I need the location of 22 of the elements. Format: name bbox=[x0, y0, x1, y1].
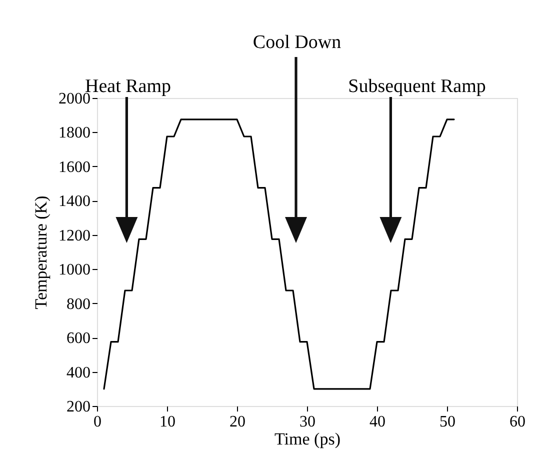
y-tick-label: 1600 bbox=[58, 158, 90, 176]
x-tick-label: 60 bbox=[510, 414, 526, 430]
text: Subsequent Ramp bbox=[348, 76, 486, 97]
y-tick-label: 1400 bbox=[58, 193, 90, 210]
text: Cool Down bbox=[252, 32, 342, 53]
x-tick-label: 0 bbox=[94, 414, 102, 430]
x-tick-label: 20 bbox=[230, 414, 246, 430]
y-tick-label: 800 bbox=[66, 296, 90, 313]
x-axis-title: Time (ps) bbox=[274, 430, 340, 448]
y-tick-label: 1200 bbox=[58, 227, 90, 244]
y-tick-label: 2000 bbox=[58, 90, 90, 108]
y-tick-label: 1000 bbox=[58, 262, 90, 279]
y-tick-label: 600 bbox=[66, 330, 90, 348]
line-series bbox=[103, 118, 455, 390]
x-tick-label: 40 bbox=[370, 414, 386, 430]
y-axis-title: Temperature (K) bbox=[32, 196, 50, 310]
x-tick-label: 10 bbox=[160, 414, 176, 430]
y-tick-label: 200 bbox=[66, 398, 90, 416]
x-tick-label: 50 bbox=[440, 414, 456, 430]
y-tick-label: 1800 bbox=[58, 124, 90, 142]
x-tick-label: 30 bbox=[300, 414, 316, 430]
y-tick-label: 400 bbox=[66, 364, 90, 382]
